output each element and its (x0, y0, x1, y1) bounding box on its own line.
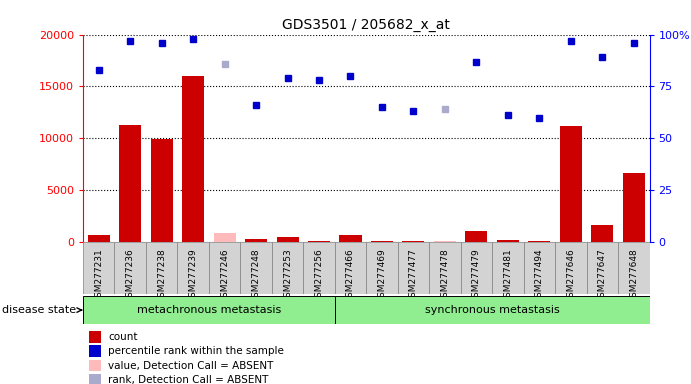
Text: GSM277246: GSM277246 (220, 248, 229, 303)
Text: metachronous metastasis: metachronous metastasis (137, 305, 281, 315)
Text: GSM277236: GSM277236 (126, 248, 135, 303)
Bar (88, 331, 101, 343)
Bar (497, 240, 519, 242)
Bar (429, 242, 461, 294)
Text: value, Detection Call = ABSENT: value, Detection Call = ABSENT (108, 361, 274, 371)
Text: disease state: disease state (1, 305, 82, 315)
Bar (591, 225, 614, 242)
Bar (178, 242, 209, 294)
Text: GSM277469: GSM277469 (377, 248, 386, 303)
Bar (339, 235, 361, 242)
Bar (434, 241, 456, 242)
Text: GSM277248: GSM277248 (252, 248, 261, 303)
Bar (88, 346, 101, 357)
Text: synchronous metastasis: synchronous metastasis (425, 305, 560, 315)
Bar (83, 242, 115, 294)
Text: GSM277478: GSM277478 (440, 248, 449, 303)
Text: GSM277481: GSM277481 (503, 248, 513, 303)
Bar (366, 242, 398, 294)
Text: percentile rank within the sample: percentile rank within the sample (108, 346, 284, 356)
Text: GSM277647: GSM277647 (598, 248, 607, 303)
Bar (461, 242, 492, 294)
Bar (245, 239, 267, 242)
Bar (146, 242, 178, 294)
Title: GDS3501 / 205682_x_at: GDS3501 / 205682_x_at (283, 18, 450, 32)
Bar (308, 241, 330, 242)
Bar (402, 241, 424, 242)
Bar (466, 230, 487, 242)
Bar (371, 241, 393, 242)
Bar (83, 296, 334, 324)
Bar (555, 242, 587, 294)
Text: GSM277646: GSM277646 (567, 248, 576, 303)
Bar (209, 242, 240, 294)
Text: GSM277238: GSM277238 (157, 248, 166, 303)
Text: GSM277466: GSM277466 (346, 248, 355, 303)
Bar (182, 76, 204, 242)
Bar (303, 242, 334, 294)
Bar (334, 242, 366, 294)
Bar (618, 242, 650, 294)
Text: count: count (108, 332, 138, 342)
Bar (276, 237, 299, 242)
Text: rank, Detection Call = ABSENT: rank, Detection Call = ABSENT (108, 375, 269, 384)
Text: GSM277239: GSM277239 (189, 248, 198, 303)
Bar (88, 374, 101, 384)
Text: GSM277479: GSM277479 (472, 248, 481, 303)
Bar (398, 242, 429, 294)
Bar (524, 242, 555, 294)
Bar (334, 296, 665, 324)
Bar (623, 174, 645, 242)
Bar (587, 242, 618, 294)
Text: GSM277231: GSM277231 (94, 248, 103, 303)
Bar (88, 360, 101, 371)
Text: GSM277648: GSM277648 (630, 248, 638, 303)
Bar (529, 241, 550, 242)
Bar (492, 242, 524, 294)
Bar (88, 235, 110, 242)
Bar (214, 233, 236, 242)
Text: GSM277477: GSM277477 (409, 248, 418, 303)
Bar (151, 139, 173, 242)
Bar (272, 242, 303, 294)
Text: GSM277253: GSM277253 (283, 248, 292, 303)
Bar (115, 242, 146, 294)
Bar (119, 125, 141, 242)
Bar (240, 242, 272, 294)
Text: GSM277494: GSM277494 (535, 248, 544, 303)
Text: GSM277256: GSM277256 (314, 248, 323, 303)
Bar (560, 126, 582, 242)
